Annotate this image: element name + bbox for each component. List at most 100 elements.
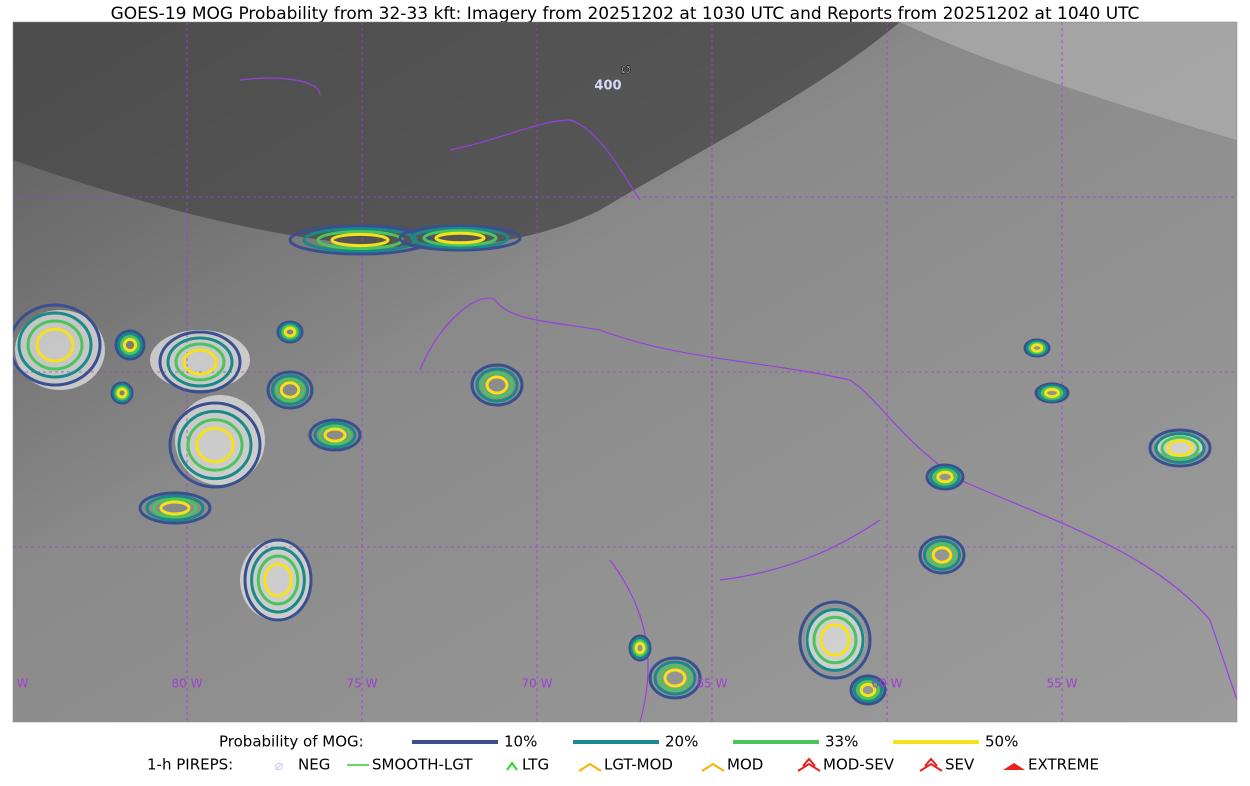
contour <box>174 342 226 382</box>
contour <box>152 497 198 519</box>
pirep-label: SMOOTH-LGT <box>372 756 473 774</box>
contour <box>470 363 524 407</box>
contour <box>159 500 191 516</box>
contour <box>1166 439 1194 457</box>
contour <box>480 371 514 399</box>
legend-label: 50% <box>985 733 1018 751</box>
contour <box>278 322 302 342</box>
contour <box>275 377 305 403</box>
contour <box>122 337 138 353</box>
graticule <box>13 22 1237 722</box>
pirep-symbol <box>1003 763 1025 770</box>
contour <box>918 535 966 575</box>
contour <box>931 546 953 564</box>
contour <box>250 546 306 614</box>
contour <box>313 421 357 449</box>
contour <box>177 409 253 481</box>
contour <box>634 641 646 655</box>
contour <box>110 381 134 405</box>
contour <box>318 424 352 446</box>
contour <box>856 680 880 700</box>
contour <box>117 332 143 358</box>
contour <box>323 427 347 443</box>
legend-label: 10% <box>504 733 537 751</box>
pirep-symbol <box>578 762 602 772</box>
pireps-legend-title: 1-h PIREPS: <box>147 756 233 774</box>
pirep-label: MOD-SEV <box>823 756 895 774</box>
contour <box>182 348 218 376</box>
report-altitude: 400 <box>594 79 621 94</box>
contour <box>270 374 310 406</box>
contour <box>256 554 300 606</box>
contour <box>138 491 212 525</box>
longitude-label: 70 W <box>522 677 553 691</box>
contour <box>398 224 522 252</box>
contour <box>116 387 128 399</box>
contour <box>17 311 93 379</box>
pirep-label: MOD <box>727 756 763 774</box>
pirep-label: LGT-MOD <box>604 756 673 774</box>
map-frame <box>12 21 1238 723</box>
legend-label: 20% <box>665 733 698 751</box>
contour <box>628 634 652 662</box>
longitude-label: 55 W <box>1047 677 1078 691</box>
longitude-label: 85 W <box>0 677 29 691</box>
pirep-label: NEG <box>298 756 330 774</box>
contour <box>819 623 851 657</box>
contour <box>925 463 965 491</box>
contour <box>1160 435 1200 461</box>
title: GOES-19 MOG Probability from 32-33 kft: … <box>111 4 1140 24</box>
coastlines <box>239 77 1237 722</box>
contour <box>114 329 146 361</box>
contour <box>186 418 244 472</box>
contour <box>632 639 648 657</box>
legend: Probability of MOG: 1-h PIREPS: 10% 20% 33… <box>147 733 1099 775</box>
contour <box>281 324 299 340</box>
contour <box>663 668 687 688</box>
contour <box>114 385 130 401</box>
contour <box>630 636 650 660</box>
cloud-region <box>900 22 1237 140</box>
contour <box>936 470 954 484</box>
contour <box>308 418 362 452</box>
contour <box>648 656 702 700</box>
contour <box>1025 340 1049 356</box>
legend-label: 33% <box>825 733 858 751</box>
longitude-labels: 85 W 80 W 75 W 70 W 65 W 60 W 55 W <box>0 677 1078 691</box>
contour <box>276 320 304 344</box>
contour <box>929 465 961 489</box>
contour <box>26 319 84 371</box>
contour <box>1034 382 1070 404</box>
contour <box>1154 432 1206 464</box>
contour <box>288 224 432 256</box>
contour <box>798 600 872 680</box>
contour <box>849 674 887 706</box>
contour <box>475 367 519 403</box>
pirep-label: SEV <box>945 756 975 774</box>
pirep-label: LTG <box>522 756 549 774</box>
contour <box>120 335 140 355</box>
probability-contours <box>13 224 1212 706</box>
contour <box>1040 386 1064 400</box>
dry-region <box>13 22 900 248</box>
map: ⌀ 400 85 W 80 W 75 W 70 W 65 W 60 W 55 W <box>0 22 1237 722</box>
contour <box>485 375 509 395</box>
contour <box>1037 384 1067 402</box>
contour <box>195 426 235 464</box>
contour <box>13 303 102 387</box>
contour <box>812 615 858 665</box>
contour <box>263 562 293 598</box>
longitude-label: 65 W <box>697 677 728 691</box>
contour <box>243 538 313 622</box>
longitude-label: 60 W <box>872 677 903 691</box>
contour <box>266 370 314 410</box>
contour <box>283 326 297 338</box>
contour <box>658 664 692 692</box>
pirep-symbol <box>701 762 725 772</box>
contour <box>158 330 242 394</box>
longitude-label: 80 W <box>172 677 203 691</box>
contour <box>1023 338 1051 358</box>
contour <box>302 227 418 253</box>
